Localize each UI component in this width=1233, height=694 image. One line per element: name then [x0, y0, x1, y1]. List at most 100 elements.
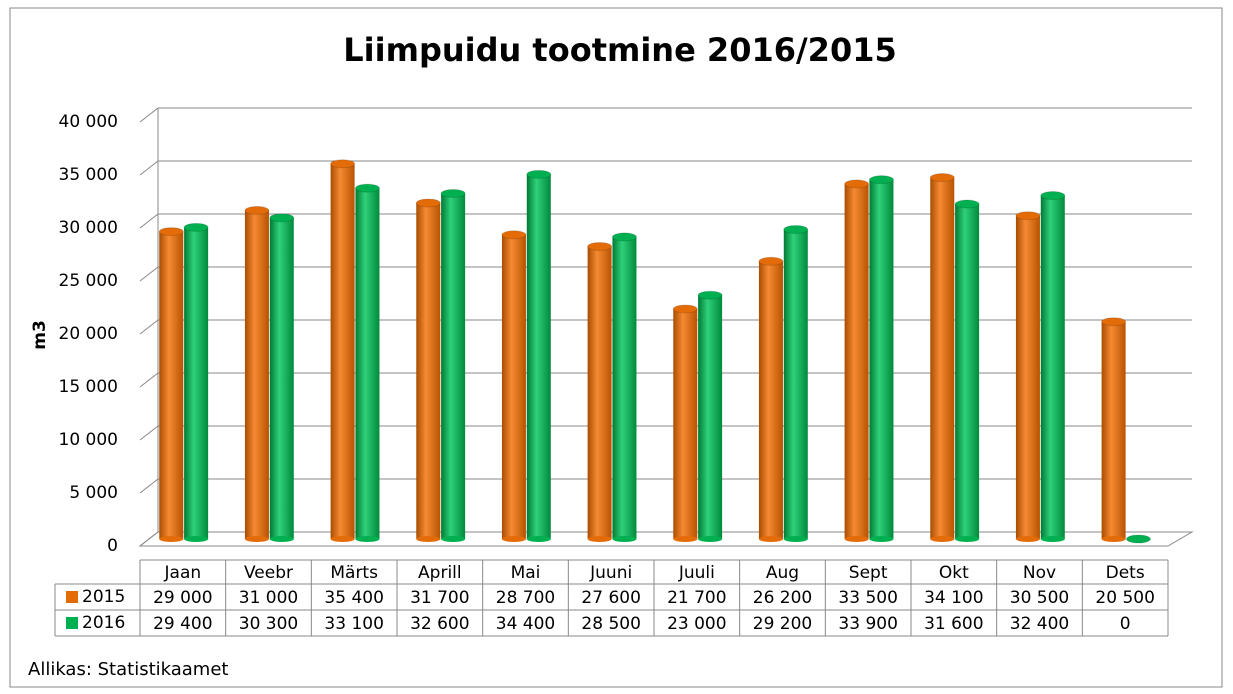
table-value: 32 400 — [1010, 614, 1069, 634]
bar-base — [612, 536, 637, 542]
table-value: 26 200 — [753, 588, 812, 608]
bar-top — [501, 230, 527, 240]
bar-top — [697, 290, 723, 300]
table-value: 29 400 — [153, 614, 212, 634]
table-value: 23 000 — [667, 614, 726, 634]
legend-swatch — [66, 591, 78, 603]
grid-line-side — [139, 531, 159, 547]
table-value: 29 000 — [153, 588, 212, 608]
bar — [355, 188, 380, 539]
bar-top — [868, 175, 894, 185]
x-tick-label: Aug — [766, 563, 799, 583]
x-tick-label: Okt — [939, 563, 969, 583]
table-value: 30 500 — [1010, 588, 1069, 608]
grid-line-side — [139, 160, 159, 176]
bar-top — [269, 213, 295, 223]
bar — [930, 177, 955, 540]
y-tick-label: 10 000 — [59, 430, 118, 450]
table-value: 35 400 — [324, 588, 383, 608]
x-tick-label: Juuli — [678, 563, 715, 583]
bar-base — [416, 536, 441, 542]
bar — [526, 174, 551, 540]
bar-base — [1040, 536, 1065, 542]
bar-base — [441, 536, 466, 542]
table-value: 34 100 — [924, 588, 983, 608]
bar-base — [526, 536, 551, 542]
bar-base — [955, 536, 980, 542]
bar-base — [930, 536, 955, 542]
bar — [159, 231, 184, 539]
bar — [1040, 195, 1065, 539]
bar — [955, 204, 980, 540]
x-tick-label: Nov — [1023, 563, 1056, 583]
bar — [184, 227, 209, 540]
bar — [330, 163, 355, 539]
bar-base — [159, 536, 184, 542]
bar — [783, 229, 808, 540]
chart-title: Liimpuidu tootmine 2016/2015 — [343, 31, 896, 69]
x-tick-label: Dets — [1106, 563, 1145, 583]
legend-label: 2016 — [82, 613, 125, 633]
bar-base — [587, 536, 612, 542]
table-value: 32 600 — [410, 614, 469, 634]
bar-top — [1040, 191, 1066, 201]
bar-base — [501, 536, 526, 542]
table-value: 31 700 — [410, 588, 469, 608]
bar-top — [587, 241, 613, 251]
y-tick-label: 30 000 — [59, 218, 118, 238]
bar — [416, 202, 441, 540]
bar-base — [844, 536, 869, 542]
grid-line-side — [139, 425, 159, 441]
bar — [441, 193, 466, 539]
bar-base — [1101, 536, 1126, 542]
bar-base — [869, 536, 894, 542]
bar — [869, 179, 894, 539]
x-tick-label: Sept — [849, 563, 888, 583]
y-tick-label: 20 000 — [59, 324, 118, 344]
bar — [244, 210, 269, 539]
bar-top — [158, 227, 184, 237]
bar — [612, 236, 637, 539]
bar-base — [330, 536, 355, 542]
x-tick-label: Veebr — [244, 563, 293, 583]
y-tick-label: 40 000 — [59, 112, 118, 132]
bar-base — [1015, 536, 1040, 542]
table-value: 34 400 — [496, 614, 555, 634]
bar-top — [244, 205, 270, 215]
bar-top — [783, 224, 809, 234]
bar-top — [440, 188, 466, 198]
bar-top — [330, 159, 356, 169]
table-value: 33 100 — [324, 614, 383, 634]
bar — [1015, 215, 1040, 539]
y-tick-label: 25 000 — [59, 271, 118, 291]
bar — [698, 295, 723, 539]
table-value: 29 200 — [753, 614, 812, 634]
y-tick-label: 5 000 — [69, 483, 118, 503]
grid-line-side — [139, 266, 159, 282]
table-value: 21 700 — [667, 588, 726, 608]
table-value: 33 500 — [838, 588, 897, 608]
legend-label: 2015 — [82, 587, 125, 607]
bar-top — [611, 232, 637, 242]
bar — [269, 217, 294, 539]
x-tick-label: Aprill — [418, 563, 462, 583]
bar-base — [698, 536, 723, 542]
table-value: 20 500 — [1095, 588, 1154, 608]
grid-line-side — [139, 319, 159, 335]
bar-top — [183, 222, 209, 232]
table-value: 33 900 — [838, 614, 897, 634]
bar — [758, 261, 783, 539]
bar-top — [1101, 317, 1127, 327]
bar — [844, 183, 869, 539]
source-note: Allikas: Statistikaamet — [28, 659, 228, 680]
y-tick-label: 0 — [107, 536, 118, 556]
y-tick-label: 35 000 — [59, 165, 118, 185]
table-value: 0 — [1120, 614, 1131, 634]
y-tick-label: 15 000 — [59, 377, 118, 397]
bar — [673, 308, 698, 539]
grid-line-side — [139, 213, 159, 229]
bar-base — [355, 536, 380, 542]
table-value: 31 600 — [924, 614, 983, 634]
x-tick-label: Juuni — [589, 563, 632, 583]
